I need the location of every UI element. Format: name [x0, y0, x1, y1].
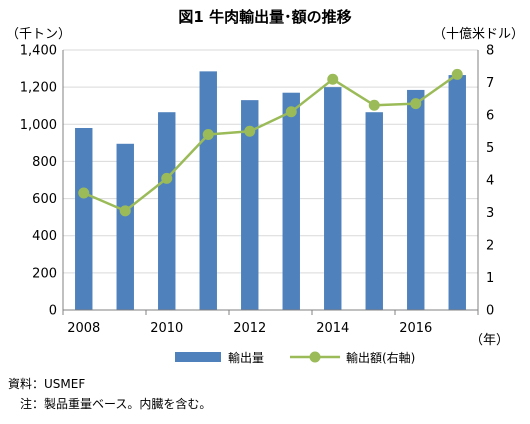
left-tick-label: 800: [32, 155, 57, 170]
bar: [407, 89, 425, 310]
x-tick-label: 2014: [316, 321, 349, 336]
x-tick-label: 2008: [67, 321, 100, 336]
legend-swatch-point: [309, 351, 321, 363]
x-tick-label: 2010: [150, 321, 183, 336]
legend-swatch-bar: [175, 352, 221, 362]
right-tick-label: 0: [486, 304, 494, 319]
bar: [199, 71, 217, 310]
line-point: [368, 99, 380, 111]
bar: [324, 87, 342, 311]
left-tick-label: 1,200: [20, 81, 57, 96]
right-tick-label: 2: [486, 239, 494, 254]
line-point: [285, 106, 297, 118]
right-axis-unit: （十億米ドル）: [433, 26, 524, 42]
legend-label-bar: 輸出量: [228, 350, 264, 365]
left-tick-label: 600: [32, 192, 57, 207]
right-tick-label: 5: [486, 141, 494, 156]
x-tick-label: 2016: [399, 321, 432, 336]
left-tick-label: 1,000: [20, 118, 57, 133]
line-point: [244, 125, 256, 137]
legend-label-line: 輸出額(右軸): [346, 350, 415, 365]
left-tick-label: 200: [32, 266, 57, 281]
right-tick-label: 6: [486, 109, 494, 124]
line-point: [78, 187, 90, 199]
bar: [448, 75, 466, 310]
bar-series: [75, 71, 466, 311]
chart-title: 図1 牛肉輸出量･額の推移: [178, 8, 351, 26]
bar: [75, 128, 93, 310]
line-point: [161, 172, 173, 184]
bar: [116, 143, 134, 310]
bar: [158, 112, 176, 310]
tick-labels: 0 200 400 600 800 1,000 1,200 1,400 0 1 2 3 4 5 6 7 8 200…: [20, 44, 495, 337]
axes: [62, 50, 479, 315]
line-series: [78, 68, 463, 217]
right-tick-label: 7: [486, 76, 494, 91]
legend: 輸出量 輸出額(右軸): [175, 350, 415, 365]
left-tick-label: 1,400: [20, 44, 57, 59]
x-tick-label: 2012: [233, 321, 266, 336]
bar: [365, 112, 383, 310]
right-tick-label: 4: [486, 174, 494, 189]
source-note: 資料：USMEF: [8, 377, 86, 391]
line-point: [202, 129, 214, 140]
line-point: [410, 98, 422, 110]
line-point: [327, 73, 339, 85]
x-axis-unit: （年）: [470, 333, 509, 348]
left-tick-label: 0: [49, 304, 57, 319]
right-tick-label: 3: [486, 206, 494, 221]
right-tick-label: 8: [486, 44, 494, 59]
line-point: [119, 205, 131, 217]
bar: [241, 100, 259, 311]
line-point: [451, 68, 463, 80]
right-tick-label: 1: [486, 271, 494, 286]
bar: [282, 92, 300, 310]
left-axis-unit: （千トン）: [6, 27, 71, 42]
left-tick-label: 400: [32, 229, 57, 244]
series-line: [83, 73, 459, 213]
detail-note: 注：製品重量ベース。内臓を含む。: [20, 397, 212, 411]
